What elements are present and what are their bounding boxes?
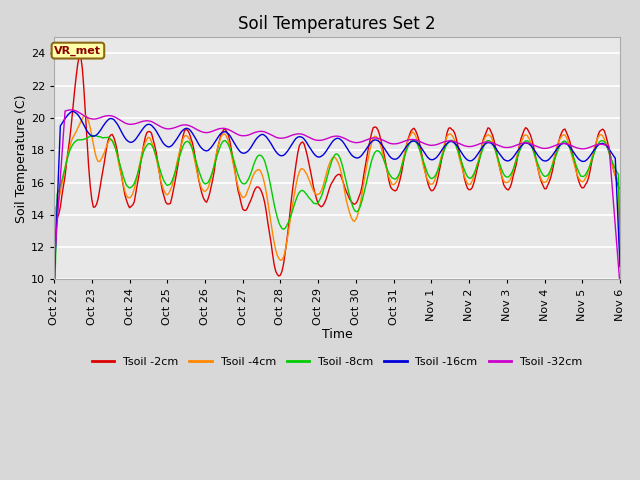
Tsoil -4cm xyxy=(157,179,164,184)
Line: Tsoil -8cm: Tsoil -8cm xyxy=(54,135,620,319)
Tsoil -8cm xyxy=(406,141,413,147)
Tsoil -16cm xyxy=(374,138,381,144)
Tsoil -4cm xyxy=(406,134,413,140)
Tsoil -16cm xyxy=(157,137,164,143)
X-axis label: Time: Time xyxy=(322,328,353,341)
Tsoil -32cm xyxy=(374,135,381,141)
Tsoil -2cm xyxy=(393,187,401,192)
Tsoil -16cm xyxy=(406,140,413,146)
Tsoil -8cm xyxy=(50,316,58,322)
Tsoil -32cm xyxy=(50,264,58,269)
Tsoil -16cm xyxy=(66,110,74,116)
Line: Tsoil -16cm: Tsoil -16cm xyxy=(54,111,620,286)
Tsoil -4cm xyxy=(50,284,58,289)
Tsoil -32cm xyxy=(406,137,413,143)
Tsoil -32cm xyxy=(393,141,401,146)
Tsoil -16cm xyxy=(616,264,624,269)
Tsoil -16cm xyxy=(393,156,401,162)
Tsoil -4cm xyxy=(66,144,74,150)
Tsoil -4cm xyxy=(548,161,556,167)
Tsoil -16cm xyxy=(50,283,58,288)
Tsoil -32cm xyxy=(616,283,624,288)
Tsoil -4cm xyxy=(616,265,624,271)
Tsoil -16cm xyxy=(69,108,77,114)
Legend: Tsoil -2cm, Tsoil -4cm, Tsoil -8cm, Tsoil -16cm, Tsoil -32cm: Tsoil -2cm, Tsoil -4cm, Tsoil -8cm, Tsoi… xyxy=(88,353,586,372)
Tsoil -4cm xyxy=(393,178,401,184)
Line: Tsoil -2cm: Tsoil -2cm xyxy=(54,56,620,333)
Tsoil -8cm xyxy=(66,148,74,154)
Text: VR_met: VR_met xyxy=(54,46,101,56)
Tsoil -2cm xyxy=(66,135,74,141)
Tsoil -8cm xyxy=(616,239,624,245)
Tsoil -2cm xyxy=(616,185,624,191)
Tsoil -8cm xyxy=(393,175,401,181)
Tsoil -8cm xyxy=(374,148,381,154)
Tsoil -2cm xyxy=(76,53,83,59)
Tsoil -4cm xyxy=(82,112,90,118)
Tsoil -2cm xyxy=(157,180,164,186)
Tsoil -8cm xyxy=(157,170,164,176)
Tsoil -2cm xyxy=(374,127,381,132)
Tsoil -32cm xyxy=(548,144,556,149)
Tsoil -8cm xyxy=(90,132,97,138)
Tsoil -4cm xyxy=(374,136,381,142)
Tsoil -32cm xyxy=(66,107,74,113)
Tsoil -2cm xyxy=(406,132,413,138)
Tsoil -16cm xyxy=(548,153,556,158)
Tsoil -2cm xyxy=(548,168,556,174)
Y-axis label: Soil Temperature (C): Soil Temperature (C) xyxy=(15,94,28,223)
Tsoil -8cm xyxy=(548,163,556,168)
Line: Tsoil -4cm: Tsoil -4cm xyxy=(54,115,620,287)
Tsoil -32cm xyxy=(157,124,164,130)
Tsoil -32cm xyxy=(67,107,75,113)
Title: Soil Temperatures Set 2: Soil Temperatures Set 2 xyxy=(238,15,436,33)
Line: Tsoil -32cm: Tsoil -32cm xyxy=(54,110,620,286)
Tsoil -2cm xyxy=(50,330,58,336)
